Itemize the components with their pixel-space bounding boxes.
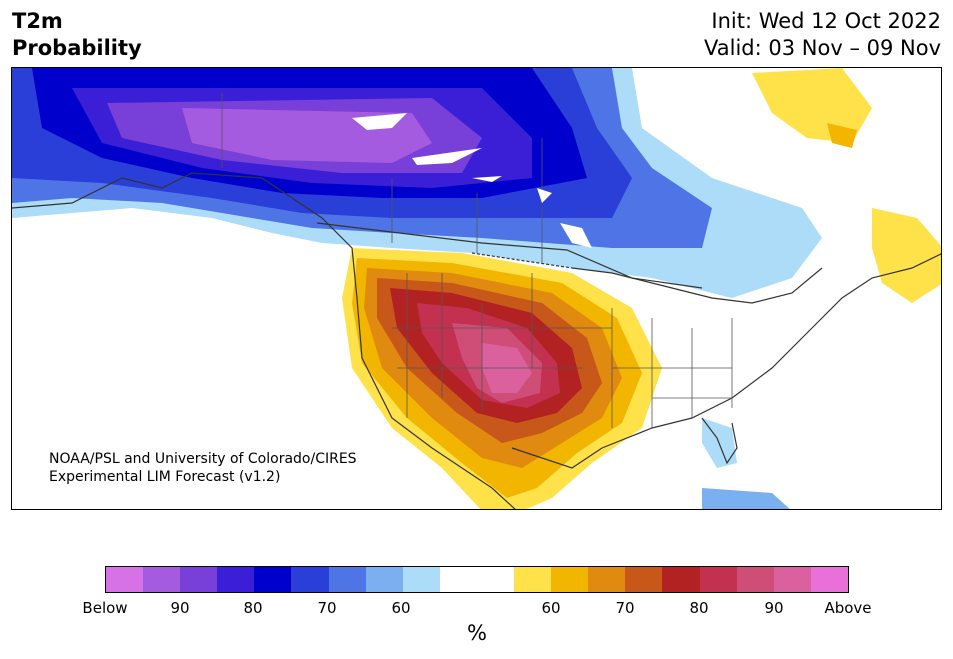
forecast-dates: Init: Wed 12 Oct 2022 Valid: 03 Nov – 09… bbox=[704, 8, 941, 62]
colorbar-unit: % bbox=[467, 621, 487, 645]
colorbar-segment bbox=[365, 567, 403, 592]
colorbar-segment bbox=[254, 567, 292, 592]
colorbar-segment bbox=[662, 567, 700, 592]
colorbar-segment bbox=[625, 567, 663, 592]
coastlines bbox=[12, 172, 941, 509]
colorbar-tick-label: 60 bbox=[391, 599, 411, 617]
warm-greenland-core bbox=[827, 123, 857, 148]
colorbar-segment bbox=[736, 567, 774, 592]
colorbar-segment bbox=[180, 567, 218, 592]
colorbar-segment bbox=[476, 567, 515, 592]
colorbar-tick-label: 90 bbox=[170, 599, 190, 617]
cold-caribbean-region bbox=[702, 488, 790, 509]
title-line-variable: T2m bbox=[12, 9, 63, 33]
init-date: Init: Wed 12 Oct 2022 bbox=[711, 9, 941, 33]
map-svg bbox=[12, 68, 941, 509]
colorbar-tick-label: Below bbox=[82, 599, 128, 617]
colorbar-segment bbox=[551, 567, 589, 592]
colorbar-tick-label: 70 bbox=[615, 599, 635, 617]
probability-map bbox=[11, 67, 942, 510]
colorbar-segment bbox=[514, 567, 552, 592]
title-line-probability: Probability bbox=[12, 36, 142, 60]
colorbar-segment bbox=[773, 567, 811, 592]
colorbar bbox=[105, 566, 849, 593]
colorbar-tick-label: 80 bbox=[243, 599, 263, 617]
colorbar-segment bbox=[402, 567, 440, 592]
colorbar-segment bbox=[106, 567, 144, 592]
lakes bbox=[352, 113, 592, 248]
colorbar-segment bbox=[217, 567, 255, 592]
state-borders bbox=[221, 93, 733, 428]
colorbar-tick-label: 80 bbox=[689, 599, 709, 617]
credit-line-1: NOAA/PSL and University of Colorado/CIRE… bbox=[49, 451, 357, 467]
colorbar-segment bbox=[588, 567, 626, 592]
warm-greenland-region bbox=[752, 68, 872, 143]
map-title: T2m Probability bbox=[12, 8, 142, 62]
colorbar-tick-label: 60 bbox=[541, 599, 561, 617]
colorbar-segment bbox=[810, 567, 848, 592]
colorbar-tick-label: 70 bbox=[317, 599, 337, 617]
colorbar-segment bbox=[699, 567, 737, 592]
colorbar-tick-label: 90 bbox=[764, 599, 784, 617]
credit-text: NOAA/PSL and University of Colorado/CIRE… bbox=[49, 450, 357, 486]
warm-east-canada-region bbox=[872, 208, 941, 303]
valid-range: Valid: 03 Nov – 09 Nov bbox=[704, 36, 941, 60]
colorbar-segment bbox=[291, 567, 329, 592]
colorbar-segment bbox=[328, 567, 366, 592]
colorbar-segment bbox=[439, 567, 477, 592]
colorbar-tick-label: Above bbox=[824, 599, 872, 617]
credit-line-2: Experimental LIM Forecast (v1.2) bbox=[49, 469, 281, 485]
colorbar-segment bbox=[143, 567, 181, 592]
